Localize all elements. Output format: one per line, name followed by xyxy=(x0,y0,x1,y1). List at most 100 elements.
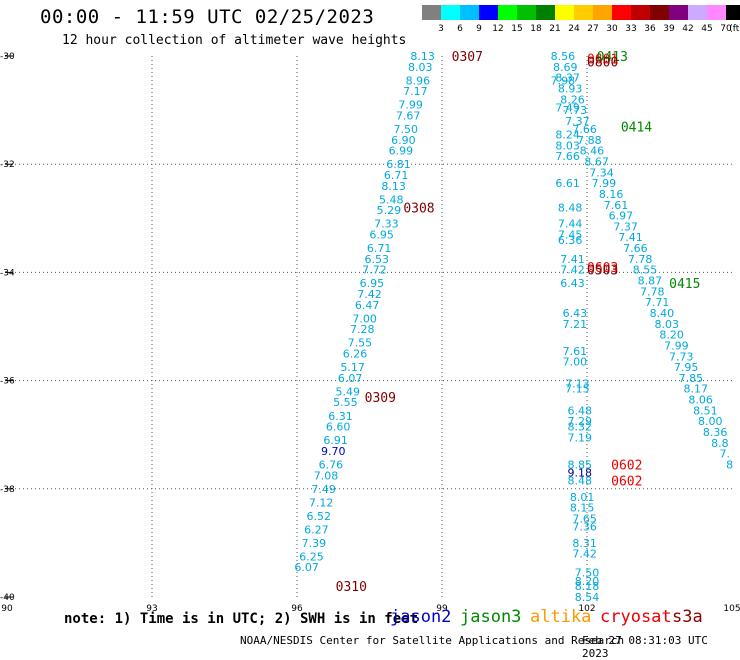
swh-point: 7.00 xyxy=(563,356,588,369)
swh-point: 5.17 xyxy=(340,361,365,374)
swh-point: 7.41 xyxy=(618,231,643,244)
swh-point: 7.98 xyxy=(551,74,576,87)
swh-point: 6.47 xyxy=(355,299,380,312)
swh-point: 7.36 xyxy=(572,521,597,534)
legend-cryosat: cryosat xyxy=(600,607,672,627)
swh-point: 7.37 xyxy=(565,115,590,128)
swh-point: 7.28 xyxy=(350,323,375,336)
swh-point: 6.61 xyxy=(555,177,580,190)
footer-credit: NOAA/NESDIS Center for Satellite Applica… xyxy=(240,634,625,647)
swh-point: 8.40 xyxy=(650,307,675,320)
y-tick-label: -34 xyxy=(0,268,15,278)
colorbar-swatch xyxy=(593,5,612,20)
swh-point: 8.13 xyxy=(410,50,435,63)
swh-point: 7.66 xyxy=(555,150,580,163)
pass-time-label: 0602 xyxy=(611,458,642,473)
swh-point: 7.49 xyxy=(555,101,580,114)
swh-point: 8.8 xyxy=(711,437,729,450)
swh-point: 6.71 xyxy=(384,169,409,182)
swh-point: 8.93 xyxy=(558,82,583,95)
swh-point: 7.50 xyxy=(575,567,600,580)
colorbar-label: 6 xyxy=(457,24,463,34)
swh-point: 7.29 xyxy=(568,415,593,428)
colorbar-label: 36 xyxy=(644,24,656,34)
footer-note: note: 1) Time is in UTC; 2) SWH is in fe… xyxy=(64,611,419,627)
swh-point: 8.48 xyxy=(558,201,583,214)
pass-time-label: 0503 xyxy=(587,264,618,279)
swh-point: 7.45 xyxy=(558,229,583,242)
colorbar-swatch xyxy=(555,5,574,20)
colorbar-unit: (ft) xyxy=(729,24,740,34)
colorbar-swatch xyxy=(479,5,498,20)
swh-point: 7.67 xyxy=(396,110,421,123)
legend-jason3: jason3 xyxy=(460,607,522,627)
swh-point: 6.07 xyxy=(294,561,319,574)
y-tick-label: -38 xyxy=(0,485,15,495)
swh-point: 6.60 xyxy=(326,421,351,434)
swh-point: 7.61 xyxy=(604,199,629,212)
pass-time-label: 0603 xyxy=(587,261,618,276)
swh-point: 5.55 xyxy=(333,396,358,409)
swh-point: 7.99 xyxy=(398,99,423,112)
swh-point: 8.48 xyxy=(568,475,593,488)
x-tick-label: 105 xyxy=(723,604,740,614)
colorbar-label: 27 xyxy=(587,24,598,34)
swh-point: 8.69 xyxy=(553,61,578,74)
swh-point: 7.99 xyxy=(592,177,617,190)
swh-point: 7.42 xyxy=(357,288,382,301)
swh-point: 6.90 xyxy=(391,134,416,147)
y-tick-label: -32 xyxy=(0,160,15,170)
swh-point: 6.52 xyxy=(307,510,332,523)
swh-point: 8 xyxy=(726,458,733,471)
colorbar-label: 9 xyxy=(476,24,482,34)
swh-point: 9.18 xyxy=(568,467,593,480)
swh-point: 8.31 xyxy=(572,537,597,550)
swh-point: 7.61 xyxy=(563,345,588,358)
swh-point: 7.15 xyxy=(565,383,590,396)
footer-timestamp: Feb 27 08:31:03 UTC 2023 xyxy=(582,634,708,660)
swh-point: 8.26 xyxy=(560,93,585,106)
colorbar-swatch xyxy=(460,5,479,20)
swh-point: 6.27 xyxy=(304,523,329,536)
swh-point: 7.33 xyxy=(374,218,399,231)
colorbar-label: 42 xyxy=(682,24,693,34)
swh-point: 8.03 xyxy=(408,61,433,74)
pass-time-label: 0309 xyxy=(365,391,396,406)
swh-point: 7.41 xyxy=(560,253,585,266)
swh-point: 8.85 xyxy=(568,458,593,471)
swh-point: 7.49 xyxy=(311,483,336,496)
page-title: 00:00 - 11:59 UTC 02/25/2023 xyxy=(40,6,375,28)
swh-point: 7.72 xyxy=(362,264,387,277)
colorbar-label: 39 xyxy=(663,24,675,34)
colorbar-swatch xyxy=(669,5,688,20)
pass-time-label: 0800 xyxy=(587,55,618,70)
swh-point: 8.20 xyxy=(575,575,600,588)
colorbar-label: 45 xyxy=(701,24,712,34)
swh-point: 6.95 xyxy=(360,277,385,290)
colorbar-label: 15 xyxy=(511,24,522,34)
swh-point: 7.12 xyxy=(309,496,334,509)
pass-time-label: 0414 xyxy=(621,120,652,135)
swh-point: 6.81 xyxy=(386,158,411,171)
colorbar-label: 30 xyxy=(606,24,618,34)
swh-point: 7.85 xyxy=(679,372,704,385)
swh-point: 8.51 xyxy=(693,404,718,417)
colorbar-label: 70 xyxy=(720,24,732,34)
swh-point: 6.36 xyxy=(558,234,583,247)
swh-point: 8.56 xyxy=(551,50,576,63)
x-tick-label: 96 xyxy=(291,604,303,614)
pass-time-label: 0413 xyxy=(597,50,628,65)
colorbar-swatch xyxy=(688,5,707,20)
swh-point: 5.48 xyxy=(379,193,404,206)
swh-point: 7.37 xyxy=(613,220,638,233)
swh-point: 6.71 xyxy=(367,242,392,255)
swh-point: 6.97 xyxy=(609,210,634,223)
swh-point: 8.00 xyxy=(698,415,723,428)
pass-time-label: 0308 xyxy=(403,201,434,216)
colorbar-label: 12 xyxy=(492,24,503,34)
swh-point: 8.20 xyxy=(659,329,684,342)
legend-s3a: s3a xyxy=(672,607,703,627)
swh-point: 8.17 xyxy=(684,383,709,396)
swh-point: 6.26 xyxy=(343,348,368,361)
chart-grid xyxy=(7,56,732,597)
